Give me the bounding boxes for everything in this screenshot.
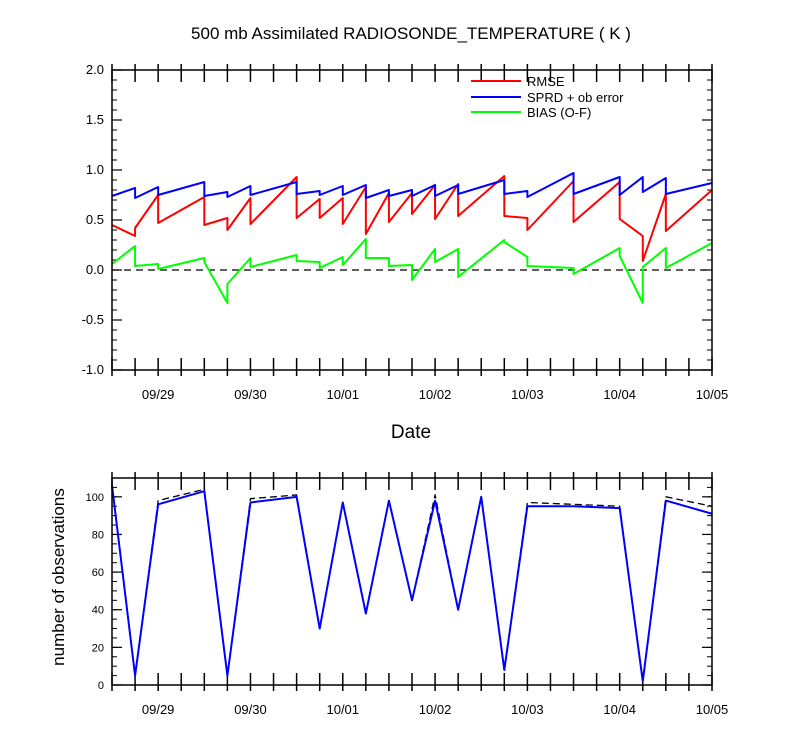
y-tick-label: 1.5 <box>86 112 104 127</box>
series-line-possible <box>111 483 713 682</box>
y-tick-label: -0.5 <box>82 312 104 327</box>
bottom-plot-frame <box>111 477 713 686</box>
series-line-bias-o-f <box>111 238 713 304</box>
x-tick-label: 10/03 <box>511 387 544 402</box>
x-tick-label: 10/04 <box>603 702 636 717</box>
x-tick-label: 10/04 <box>603 387 636 402</box>
chart-title: 500 mb Assimilated RADIOSONDE_TEMPERATUR… <box>191 24 631 43</box>
x-tick-label: 10/01 <box>326 702 359 717</box>
y-tick-label: 40 <box>92 605 104 617</box>
y-tick-label: 20 <box>92 642 104 654</box>
x-tick-label: 10/03 <box>511 702 544 717</box>
x-tick-label: 10/01 <box>326 387 359 402</box>
x-tick-label: 10/05 <box>696 702 729 717</box>
x-tick-label: 09/29 <box>142 702 175 717</box>
y-tick-label: 100 <box>86 492 104 504</box>
legend: RMSE SPRD + ob error BIAS (O-F) <box>471 74 624 120</box>
top-chart: 500 mb Assimilated RADIOSONDE_TEMPERATUR… <box>82 24 729 443</box>
bottom-ticks: 0 20 40 60 80 100 09/29 09/30 10/01 10/02 10/03 10/… <box>86 472 729 717</box>
x-tick-label: 09/30 <box>234 702 267 717</box>
series-line-sprd-ob-error <box>111 172 713 199</box>
legend-label-sprd: SPRD + ob error <box>527 90 624 105</box>
y-tick-label: 80 <box>92 529 104 541</box>
y-tick-label: 0.5 <box>86 212 104 227</box>
x-tick-label: 09/29 <box>142 387 175 402</box>
top-series <box>111 172 713 304</box>
x-tick-label: 10/02 <box>419 702 452 717</box>
y-tick-label: 0 <box>98 680 104 692</box>
series-line-rmse <box>111 175 713 262</box>
y-axis-label: number of observations <box>49 488 68 666</box>
x-tick-label: 10/02 <box>419 387 452 402</box>
x-tick-label: 09/30 <box>234 387 267 402</box>
y-tick-label: 2.0 <box>86 62 104 77</box>
legend-label-bias: BIAS (O-F) <box>527 105 591 120</box>
y-tick-label: 1.0 <box>86 162 104 177</box>
top-ticks: -1.0 -0.5 0.0 0.5 1.0 1.5 2.0 09/29 09/30 10/01 10… <box>82 62 729 402</box>
y-tick-label: -1.0 <box>82 362 104 377</box>
top-plot-frame <box>111 69 713 371</box>
y-tick-label: 0.0 <box>86 262 104 277</box>
y-tick-label: 60 <box>92 567 104 579</box>
bottom-series <box>111 483 713 683</box>
bottom-chart: 0 20 40 60 80 100 09/29 09/30 10/01 10/02 10/03 10/… <box>49 472 728 717</box>
x-axis-label: Date <box>391 422 431 443</box>
x-tick-label: 10/05 <box>696 387 729 402</box>
legend-label-rmse: RMSE <box>527 74 565 89</box>
series-line-assimilated <box>111 485 713 683</box>
